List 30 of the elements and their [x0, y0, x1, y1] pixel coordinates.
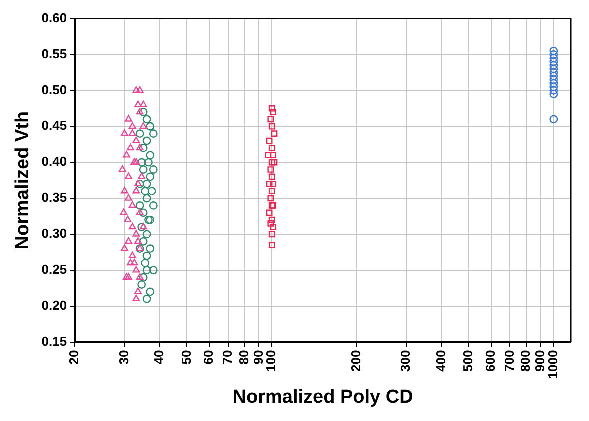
- x-tick-label: 20: [66, 350, 82, 365]
- x-tick-label: 400: [433, 350, 448, 372]
- y-axis-title: Normalized Vth: [12, 111, 34, 250]
- y-tick-label: 0.45: [42, 118, 68, 134]
- x-tick-label: 30: [116, 350, 132, 365]
- x-axis-title: Normalized Poly CD: [232, 386, 414, 408]
- x-tick-label: 80: [236, 350, 252, 365]
- x-tick-label: 300: [398, 350, 414, 372]
- x-tick-label: 90: [250, 350, 266, 365]
- y-tick-label: 0.55: [42, 46, 68, 62]
- x-tick-label: 70: [220, 350, 236, 365]
- y-tick-label: 0.35: [42, 190, 68, 206]
- y-tick-label: 0.15: [42, 334, 68, 349]
- x-tick-label: 60: [201, 350, 216, 365]
- y-tick-label: 0.30: [42, 226, 68, 242]
- x-tick-label: 500: [460, 350, 476, 372]
- y-tick-label: 0.25: [42, 262, 68, 277]
- x-tick-label: 600: [482, 350, 498, 372]
- x-tick-label: 800: [518, 350, 534, 372]
- x-tick-label: 1000: [545, 350, 560, 380]
- y-tick-label: 0.60: [42, 10, 68, 26]
- x-tick-label: 200: [348, 350, 364, 372]
- x-tick-label: 900: [532, 350, 548, 372]
- x-tick-label: 700: [502, 350, 517, 372]
- y-tick-label: 0.40: [42, 154, 68, 170]
- y-tick-label: 0.20: [42, 298, 68, 313]
- x-tick-label: 50: [178, 350, 194, 365]
- x-tick-label: 40: [152, 350, 167, 365]
- y-tick-label: 0.50: [42, 82, 68, 98]
- x-tick-label: 100: [264, 350, 279, 372]
